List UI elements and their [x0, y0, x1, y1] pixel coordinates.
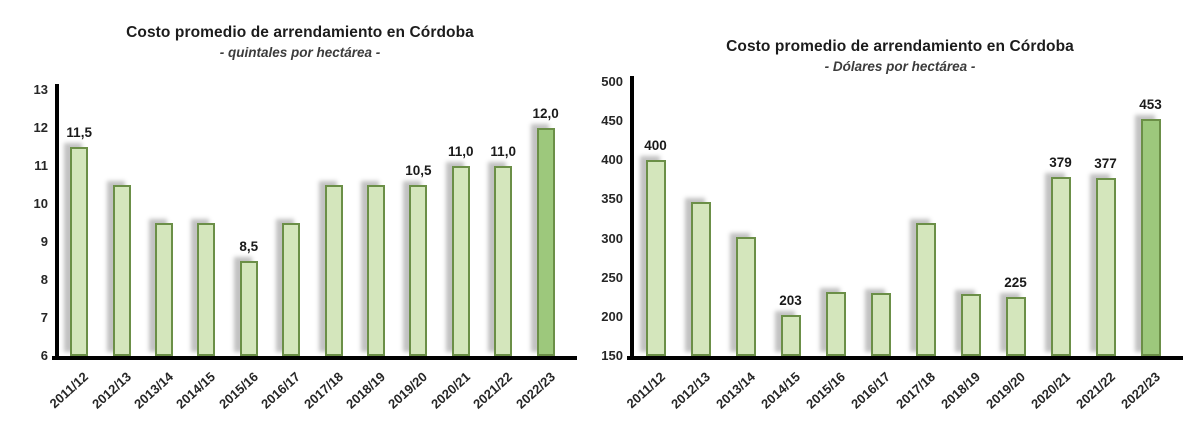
- bar-value-label: 11,0: [448, 144, 474, 159]
- bar: [735, 236, 756, 356]
- bar-value-label: 8,5: [239, 239, 259, 254]
- x-category-label: 2011/12: [46, 369, 92, 412]
- bar-value-label: 10,5: [405, 163, 432, 178]
- plot-area: 500 450 400 350 300 250 200 150 400 2011/12 2012/1…: [600, 0, 1200, 441]
- y-tick-label: 8: [40, 272, 48, 287]
- bar: [70, 147, 89, 356]
- y-tick-label: 9: [40, 234, 48, 249]
- bar: [367, 185, 385, 356]
- y-axis-line: [630, 75, 634, 360]
- bar: [870, 293, 891, 356]
- bar: [825, 291, 846, 356]
- bar-value-label: 400: [644, 138, 667, 154]
- y-tick-label: 11: [34, 158, 48, 173]
- y-tick-label: 400: [601, 152, 623, 168]
- y-tick-label: 200: [601, 308, 623, 324]
- chart-dolares: Costo promedio de arrendamiento en Córdo…: [600, 0, 1200, 441]
- bar: [197, 223, 216, 356]
- y-tick-label: 500: [601, 73, 623, 89]
- bar-value-label: 379: [1049, 154, 1072, 170]
- chart-title: Costo promedio de arrendamiento en Córdo…: [126, 24, 474, 41]
- bar: [1095, 178, 1116, 356]
- bar-value-label: 203: [779, 292, 802, 308]
- x-axis-line: [627, 356, 1183, 360]
- bar: [282, 223, 301, 356]
- bar: [960, 294, 981, 356]
- y-tick-label: 13: [33, 82, 48, 97]
- bar: [112, 185, 131, 356]
- chart-subtitle: - Dólares por hectárea -: [824, 59, 976, 74]
- chart-subtitle: - quintales por hectárea -: [219, 45, 381, 60]
- bar: [645, 160, 666, 356]
- bar: [915, 222, 936, 356]
- chart-quintales: Costo promedio de arrendamiento en Córdo…: [33, 24, 577, 412]
- chart-title: Costo promedio de arrendamiento en Córdo…: [726, 38, 1074, 55]
- plot-area: 13 12 11 10 9 8 7 6 11,5 2011/12 2012/13 2013/14 201…: [33, 82, 577, 412]
- y-tick-label: 150: [601, 348, 623, 363]
- bar: [155, 223, 173, 356]
- bar: [1050, 176, 1071, 356]
- bar: [239, 261, 258, 356]
- bar: [690, 201, 711, 356]
- bar: [409, 185, 428, 356]
- y-axis-line: [55, 84, 59, 360]
- bar-value-label: 11,0: [490, 144, 516, 159]
- y-tick-label: 300: [601, 230, 623, 246]
- x-axis-line: [52, 356, 577, 360]
- bar-value-label: 11,5: [66, 125, 92, 140]
- bar: [494, 166, 513, 356]
- bar: [1005, 297, 1026, 356]
- y-tick-label: 450: [601, 113, 623, 129]
- bar: [536, 128, 555, 356]
- bar: [451, 166, 470, 356]
- y-tick-label: 10: [33, 196, 48, 211]
- bar: [780, 314, 801, 356]
- bar-value-label: 453: [1139, 96, 1162, 112]
- bar: [1140, 118, 1161, 356]
- y-tick-label: 12: [33, 120, 48, 135]
- bar-value-label: 377: [1094, 156, 1117, 172]
- bar: [324, 185, 343, 356]
- y-tick-label: 350: [601, 191, 623, 207]
- y-tick-label: 6: [40, 348, 48, 363]
- y-tick-label: 7: [40, 310, 48, 325]
- bar-value-label: 225: [1004, 275, 1027, 291]
- bar-value-label: 12,0: [532, 106, 559, 121]
- y-tick-label: 250: [601, 269, 623, 285]
